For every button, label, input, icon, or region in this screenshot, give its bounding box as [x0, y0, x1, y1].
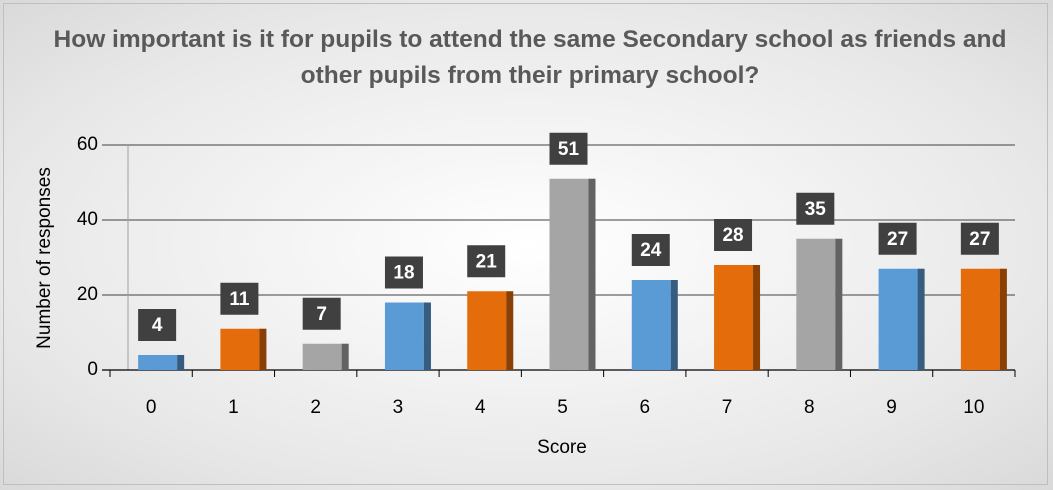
data-label: 24	[640, 240, 662, 261]
bar-face	[960, 268, 1000, 370]
x-tick-label: 7	[722, 397, 733, 418]
chart-title: How important is it for pupils to attend…	[53, 26, 1007, 89]
bar	[796, 238, 843, 370]
x-tick-label: 10	[963, 397, 984, 418]
bar-face	[384, 302, 424, 370]
data-label-box	[138, 309, 177, 341]
bar-side-shade	[753, 265, 761, 370]
x-tick-label: 3	[393, 397, 404, 418]
bar-side-shade	[259, 328, 267, 370]
data-label-box	[220, 282, 259, 315]
data-label: 4	[152, 315, 163, 336]
x-tick-label: 1	[228, 397, 239, 418]
y-tick-label: 0	[87, 359, 98, 380]
data-label: 51	[558, 139, 580, 160]
data-label-box	[631, 234, 670, 266]
x-tick-label: 5	[557, 397, 568, 418]
data-label-box	[384, 256, 423, 289]
bar-face	[549, 178, 589, 370]
x-axis-title: Score	[537, 437, 587, 458]
data-label: 27	[969, 229, 990, 250]
bar-side	[177, 355, 185, 370]
bar	[549, 178, 596, 370]
x-tick-label: 4	[475, 397, 486, 418]
bar-side-shade	[670, 280, 678, 370]
x-tick-label: 0	[146, 397, 157, 418]
bar-side	[917, 268, 925, 370]
x-tick-label: 2	[310, 397, 321, 418]
data-label: 7	[316, 304, 327, 325]
bar-side	[588, 178, 596, 370]
y-tick-label: 60	[77, 134, 98, 155]
x-tick-label: 8	[804, 397, 815, 418]
bar	[631, 280, 678, 370]
bar	[878, 268, 925, 370]
bar-side	[423, 302, 431, 370]
bar-side-shade	[917, 268, 925, 370]
bar-side	[259, 328, 267, 370]
bar-side-shade	[999, 268, 1007, 370]
bar-side-shade	[341, 343, 349, 370]
bar-side	[999, 268, 1007, 370]
bar-face	[796, 238, 836, 370]
data-label-box	[549, 132, 588, 165]
bar-face	[878, 268, 918, 370]
y-axis-title: Number of responses	[34, 167, 55, 349]
data-label-box	[878, 222, 917, 255]
bar-side	[670, 280, 678, 370]
bar-face	[467, 291, 507, 370]
data-label: 18	[393, 263, 414, 284]
bar	[302, 343, 349, 370]
bar-face	[302, 343, 342, 370]
bar-side-shade	[835, 238, 843, 370]
bar-side-shade	[588, 178, 596, 370]
chart-border	[3, 3, 1048, 485]
bar-side	[753, 265, 761, 370]
data-label: 11	[229, 289, 250, 310]
bar	[960, 268, 1007, 370]
data-label-box	[796, 192, 835, 225]
data-label-box	[467, 245, 506, 278]
x-tick-label: 9	[886, 397, 897, 418]
data-label: 27	[887, 229, 908, 250]
data-label: 21	[476, 251, 498, 272]
data-label: 28	[722, 225, 743, 246]
bar	[467, 291, 514, 370]
y-tick-label: 20	[77, 284, 98, 305]
bar-face	[631, 280, 671, 370]
bar-side	[341, 343, 349, 370]
bar	[220, 328, 267, 370]
data-label: 35	[805, 199, 827, 220]
x-tick-label: 6	[639, 397, 650, 418]
bar-side	[506, 291, 514, 370]
bar-face	[714, 265, 754, 370]
bar-side-shade	[423, 302, 431, 370]
bar	[138, 355, 185, 370]
bar-face	[138, 355, 178, 370]
data-label-box	[960, 222, 999, 255]
bar	[384, 302, 431, 370]
bar-face	[220, 328, 260, 370]
bar-side-shade	[506, 291, 514, 370]
data-label-box	[302, 297, 341, 330]
bar-side	[835, 238, 843, 370]
y-tick-label: 40	[77, 209, 98, 230]
bar	[714, 265, 761, 370]
bar-side-shade	[177, 355, 185, 370]
data-label-box	[714, 219, 753, 251]
